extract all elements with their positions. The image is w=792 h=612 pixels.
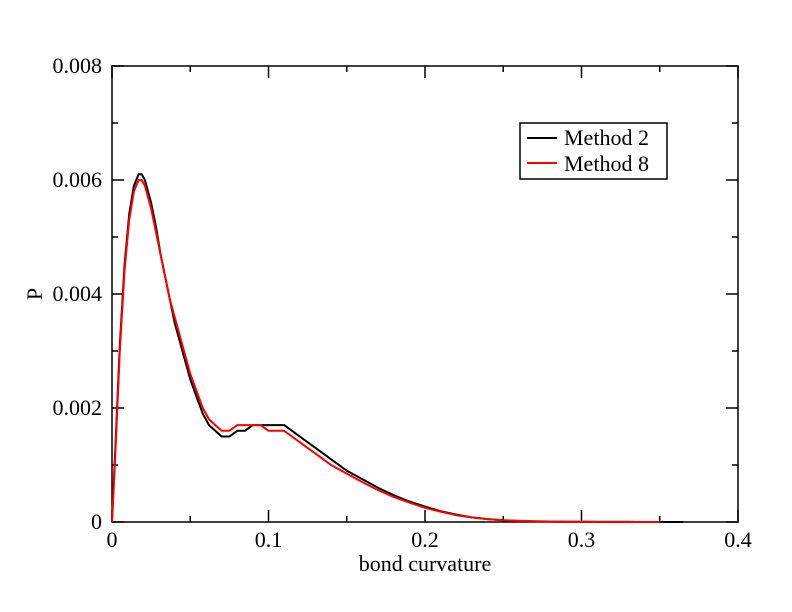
legend-label-method-2: Method 2 (564, 125, 649, 150)
ticks (111, 65, 739, 523)
legend-box (519, 122, 668, 180)
series-line-method-2 (111, 173, 684, 523)
y-tick-label: 0.008 (53, 53, 103, 78)
x-tick-label: 0.3 (568, 527, 596, 552)
series-layer (111, 173, 684, 523)
series-line-method-8 (111, 179, 660, 523)
legend: Method 2 Method 8 (519, 122, 668, 180)
x-tick-label: 0.2 (411, 527, 439, 552)
y-tick-label: 0 (91, 509, 102, 534)
x-tick-label: 0.1 (255, 527, 283, 552)
x-tick-label: 0 (107, 527, 118, 552)
y-tick-label: 0.006 (53, 167, 103, 192)
tick-labels: 0 0.1 0.2 0.3 0.4 0 0.002 0.004 0.006 0.008 (53, 53, 752, 552)
y-tick-label: 0.004 (53, 281, 103, 306)
y-axis-label: P (22, 288, 47, 300)
x-tick-label: 0.4 (724, 527, 752, 552)
legend-label-method-8: Method 8 (564, 151, 649, 176)
y-tick-label: 0.002 (53, 395, 103, 420)
x-axis-label: bond curvature (359, 551, 492, 576)
